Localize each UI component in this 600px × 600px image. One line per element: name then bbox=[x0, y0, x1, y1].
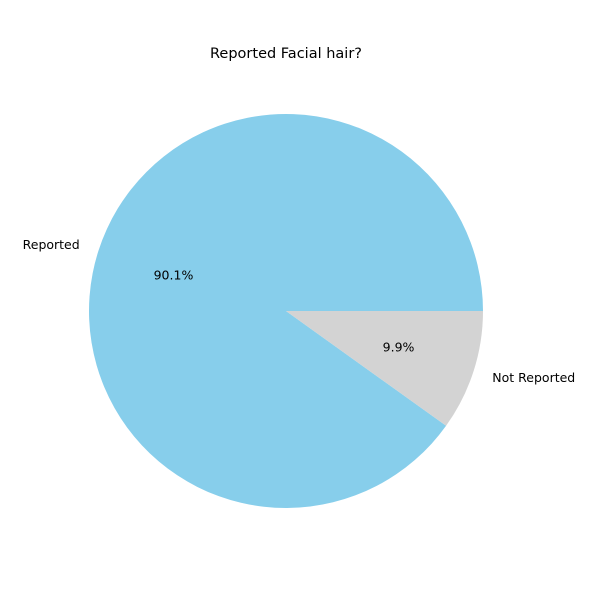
pie-slice-reported bbox=[89, 114, 483, 509]
pie-labels: 90.1% Reported 9.9% Not Reported bbox=[23, 237, 576, 385]
pie-slices bbox=[89, 114, 483, 509]
pie-percent-label: 9.9% bbox=[383, 340, 415, 355]
pie-category-label: Reported bbox=[23, 237, 80, 252]
pie-slice-not-reported bbox=[286, 311, 483, 426]
pie-category-label: Not Reported bbox=[492, 370, 575, 385]
chart-title: Reported Facial hair? bbox=[210, 46, 362, 62]
pie-percent-label: 90.1% bbox=[154, 267, 194, 282]
